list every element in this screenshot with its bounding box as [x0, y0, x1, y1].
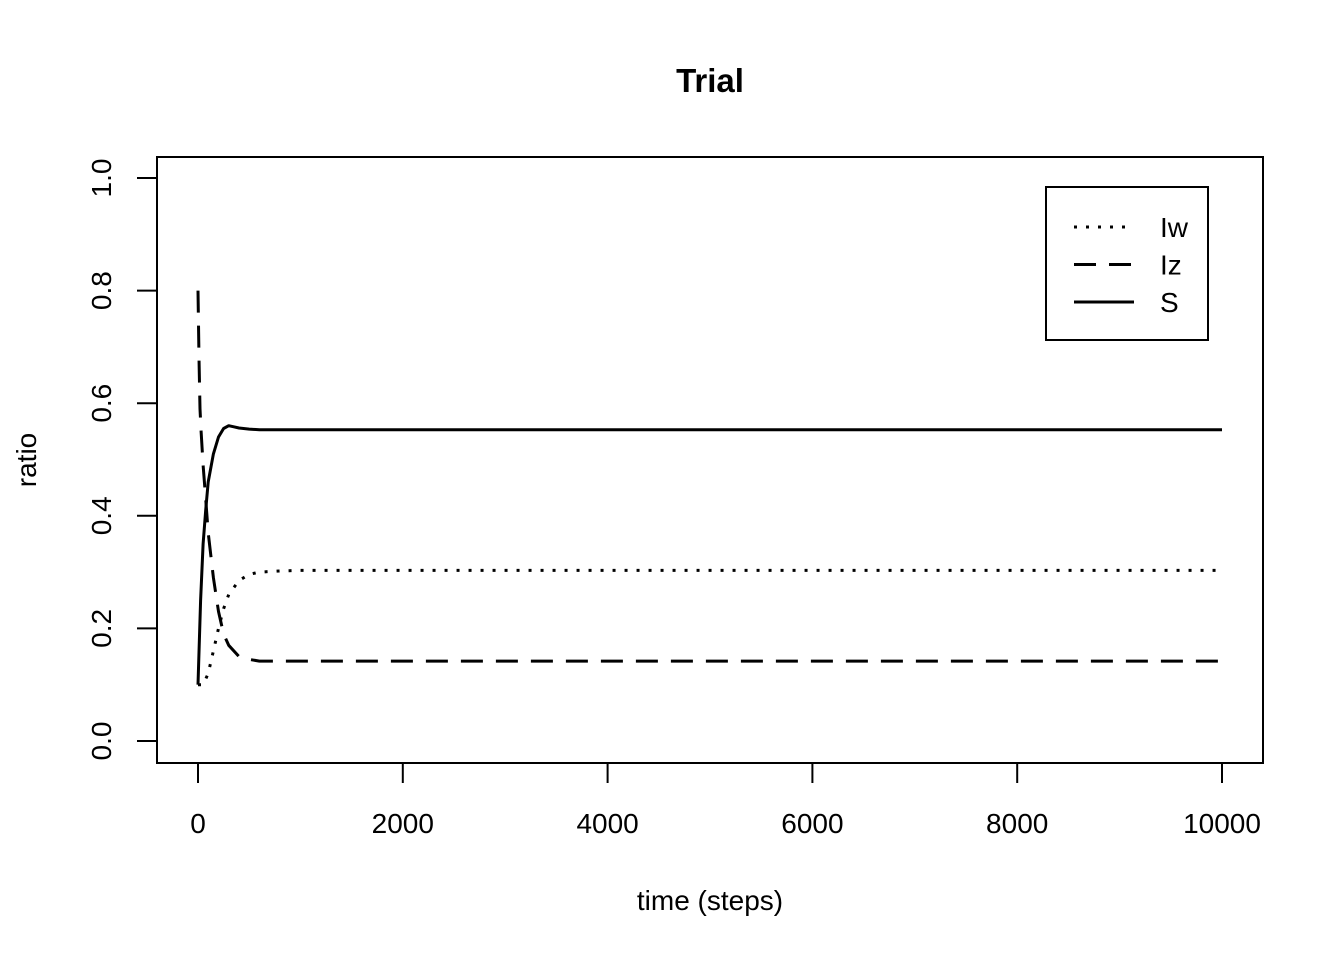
legend-label-iz: Iz [1160, 250, 1182, 281]
y-tick-label: 0.2 [86, 609, 117, 648]
x-axis-title: time (steps) [637, 885, 783, 916]
x-tick-label: 4000 [576, 808, 638, 839]
y-tick-label: 0.0 [86, 722, 117, 761]
x-tick-label: 8000 [986, 808, 1048, 839]
y-tick-label: 1.0 [86, 159, 117, 198]
y-tick-label: 0.4 [86, 496, 117, 535]
y-axis-title: ratio [11, 433, 42, 487]
chart-title: Trial [676, 62, 744, 99]
y-axis: 0.0 0.2 0.4 0.6 0.8 1.0 [86, 159, 158, 761]
legend-label-iw: Iw [1160, 212, 1189, 243]
plot-region [196, 290, 1222, 687]
series-line-s [196, 424, 1222, 685]
x-tick-label: 0 [190, 808, 206, 839]
x-tick-label: 6000 [781, 808, 843, 839]
x-tick-label: 2000 [372, 808, 434, 839]
y-tick-label: 0.8 [86, 271, 117, 310]
series-line-iz [196, 290, 1222, 663]
x-tick-label: 10000 [1183, 808, 1261, 839]
y-tick-label: 0.6 [86, 384, 117, 423]
series-line-iw [198, 568, 1222, 687]
x-axis: 0 2000 4000 6000 8000 10000 [190, 762, 1261, 839]
legend: Iw Iz S [1045, 186, 1209, 341]
legend-label-s: S [1160, 287, 1179, 318]
